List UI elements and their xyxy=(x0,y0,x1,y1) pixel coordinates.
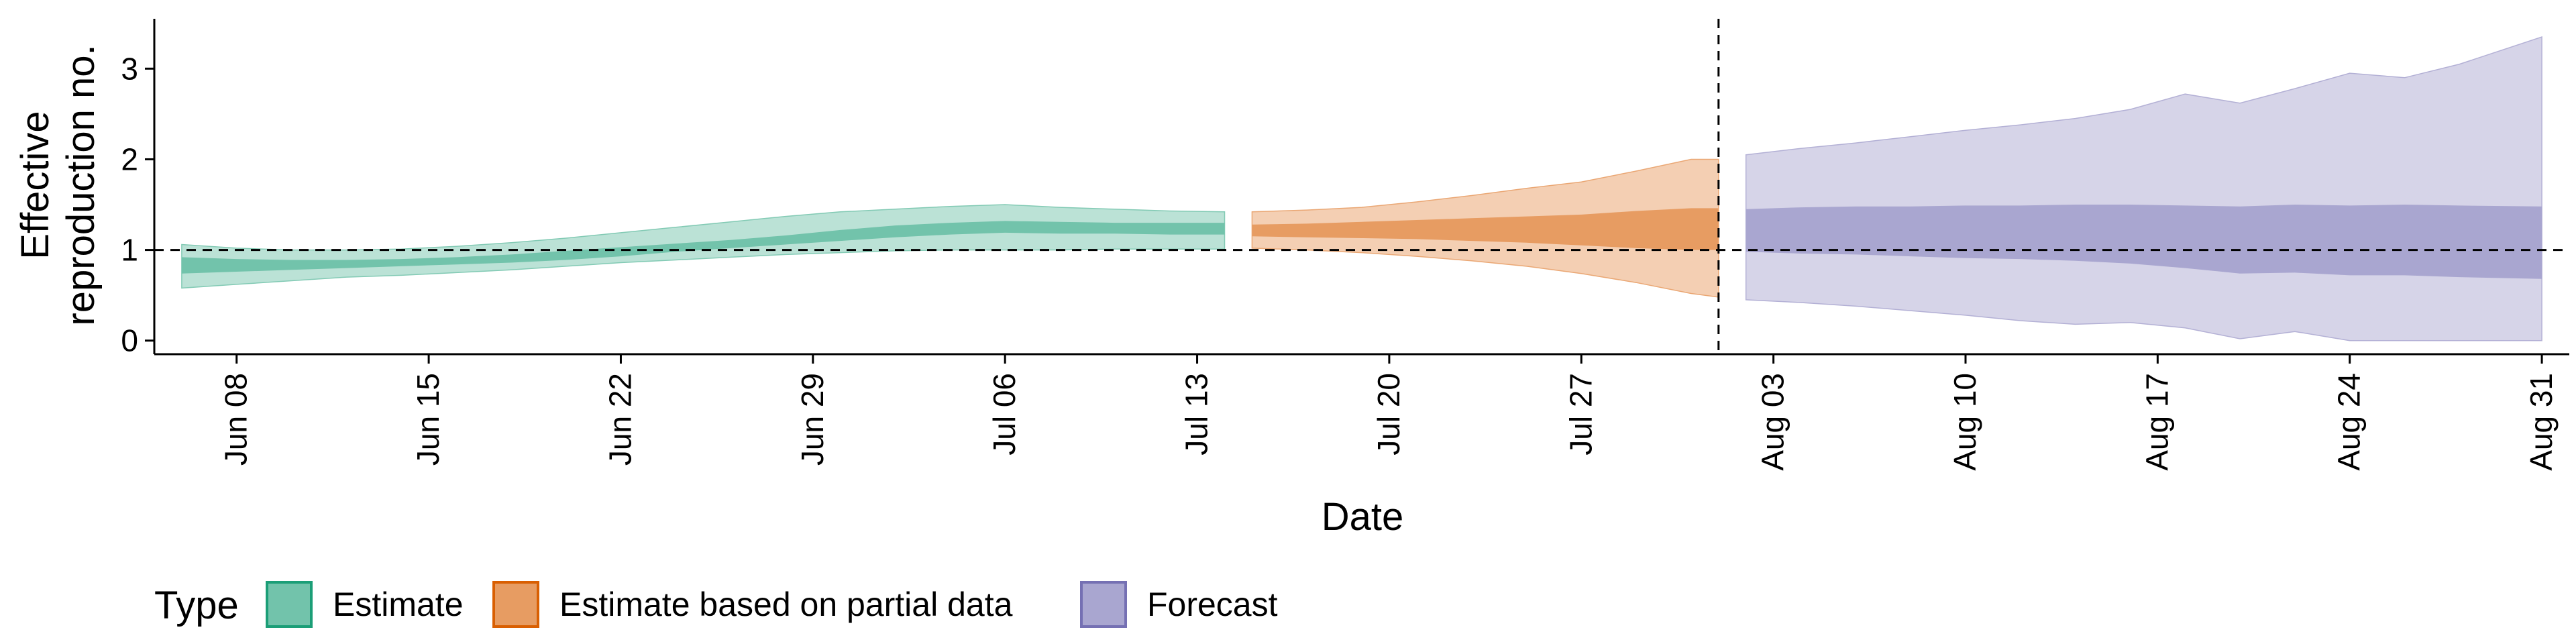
legend-key xyxy=(266,581,313,628)
x-tick-label: Aug 17 xyxy=(2139,373,2174,471)
legend-label: Estimate based on partial data xyxy=(559,586,1013,623)
x-tick-label: Aug 03 xyxy=(1756,373,1790,471)
forecast-band-90 xyxy=(1745,36,2542,341)
x-axis-label: Date xyxy=(1322,495,1404,539)
x-tick-label: Jul 06 xyxy=(987,373,1022,455)
y-tick-label: 0 xyxy=(121,323,138,358)
x-tick-label: Jun 29 xyxy=(795,373,830,466)
y-tick-label: 2 xyxy=(121,142,138,176)
legend-key xyxy=(1080,581,1127,628)
y-axis-label-line-1: Effective xyxy=(13,111,57,259)
x-tick-label: Jun 22 xyxy=(602,373,637,466)
x-axis: Jun 08 Jun 15 Jun 22 Jun 29 Jul 06 Jul 13 Jul … xyxy=(154,353,2569,471)
x-tick-label: Jul 13 xyxy=(1179,373,1214,455)
legend-key xyxy=(492,581,539,628)
legend-label: Forecast xyxy=(1147,586,1278,623)
forecast-band-50 xyxy=(1746,205,2542,279)
partial-estimate-band-50 xyxy=(1252,208,1719,250)
y-tick-label: 3 xyxy=(121,51,138,86)
y-tick-label: 1 xyxy=(121,233,138,268)
legend: Type Estimate Estimate based on partial d… xyxy=(154,581,1278,628)
legend-title: Type xyxy=(154,584,239,627)
y-axis-label-line-2: reproduction no. xyxy=(59,44,103,325)
estimate-band-50 xyxy=(181,221,1225,274)
legend-label: Estimate xyxy=(333,586,464,623)
x-tick-label: Jun 08 xyxy=(219,373,254,466)
x-tick-label: Jul 27 xyxy=(1563,373,1598,455)
x-tick-label: Jun 15 xyxy=(411,373,445,466)
plot-area xyxy=(154,19,2569,354)
x-tick-label: Aug 24 xyxy=(2332,373,2367,471)
x-tick-label: Aug 31 xyxy=(2524,373,2559,471)
x-tick-label: Aug 10 xyxy=(1947,373,1982,471)
x-tick-label: Jul 20 xyxy=(1371,373,1406,455)
y-axis: 0 1 2 3 xyxy=(121,19,156,358)
